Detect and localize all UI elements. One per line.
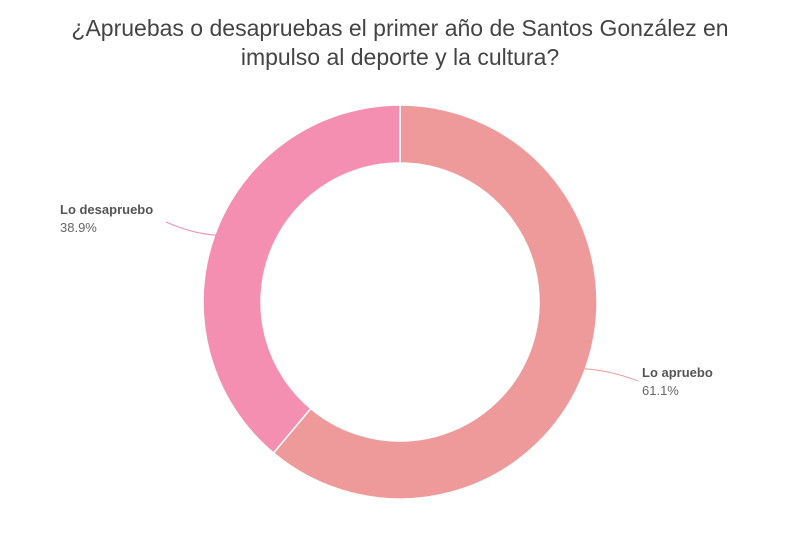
slice-label: Lo apruebo <box>642 365 713 380</box>
slice-value-label: 38.9% <box>60 220 97 235</box>
slice-label: Lo desapruebo <box>60 202 153 217</box>
slice-value-label: 61.1% <box>642 383 679 398</box>
leader-line <box>583 368 639 382</box>
slice-lo-apruebo <box>272 104 598 500</box>
slice-lo-desapruebo <box>202 104 401 455</box>
leader-line <box>165 221 217 236</box>
chart-title: ¿Apruebas o desapruebas el primer año de… <box>71 15 729 70</box>
